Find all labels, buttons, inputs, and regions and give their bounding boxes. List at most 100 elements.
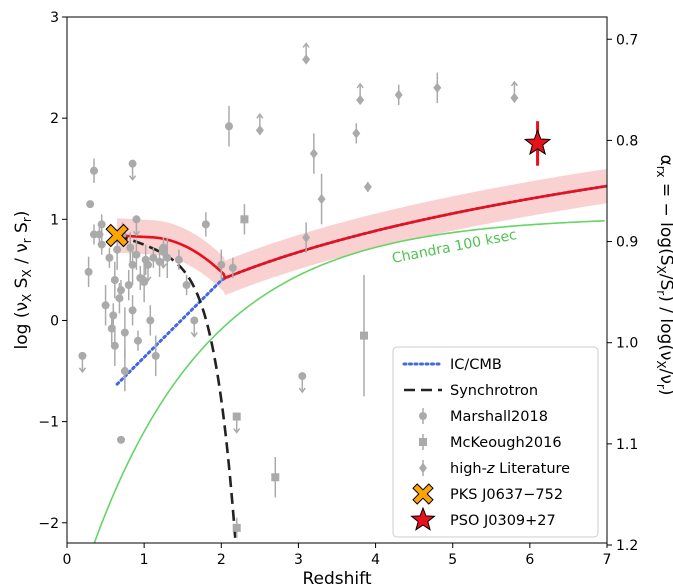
- circle-point: [117, 286, 125, 295]
- data-points: [78, 42, 519, 538]
- limit-arrowhead: [302, 42, 310, 48]
- legend-item: IC/CMB: [402, 357, 502, 373]
- legend-swatch: [412, 483, 434, 505]
- circle-point: [120, 367, 129, 376]
- x-tick-label: 6: [525, 552, 534, 568]
- circle-point: [155, 257, 164, 266]
- legend-box: [392, 346, 599, 538]
- circle-point: [128, 260, 137, 269]
- legend: IC/CMB Synchrotron Marshall2018 McKeough201…: [392, 346, 599, 538]
- plot-frame: [66, 16, 608, 544]
- legend-item: PKS J0637−752: [412, 483, 563, 505]
- y-tick-label: −2: [38, 516, 59, 532]
- legend-label: Marshall2018: [450, 409, 548, 425]
- y2-axis-label: αrx = − log(SX/Sr) / log(νX/νr): [654, 155, 673, 396]
- circle-point: [201, 220, 210, 229]
- y-axis-label: log (νX SX / νr Sr): [12, 211, 34, 350]
- square-point: [271, 473, 280, 482]
- circle-point: [190, 316, 199, 325]
- pks-marker: [105, 223, 129, 248]
- synchrotron-curve: [116, 234, 237, 543]
- y-tick-label: 3: [50, 10, 59, 26]
- circle-point: [144, 260, 152, 269]
- limit-arrowhead: [510, 80, 519, 87]
- y2-tick-label: 1.0: [616, 336, 638, 352]
- legend-swatch: [410, 506, 436, 531]
- diamond-point: [363, 181, 372, 193]
- circle-point: [228, 263, 237, 272]
- square-point: [232, 412, 241, 421]
- circle-point: [105, 253, 114, 262]
- legend-label: PKS J0637−752: [450, 487, 563, 503]
- circle-point: [78, 351, 87, 360]
- y-tick-label: 1: [50, 212, 59, 228]
- legend-label: high-z Literature: [450, 461, 570, 477]
- limit-arrowhead: [256, 113, 264, 119]
- limit-arrowhead: [144, 276, 152, 283]
- circle-point: [128, 306, 137, 315]
- circle-point: [174, 255, 183, 264]
- model-curve: [117, 184, 607, 280]
- y2-axis-ticks: 0.7 0.8 0.9 1.0 1.1 1.2: [607, 32, 638, 554]
- circle-point: [217, 260, 226, 269]
- limit-arrowhead: [190, 332, 198, 338]
- limit-arrowhead: [128, 175, 137, 181]
- legend-item: Marshall2018: [419, 408, 548, 425]
- circle-point: [163, 253, 172, 262]
- limit-arrowhead: [233, 428, 241, 434]
- legend-item: high-z Literature: [419, 460, 570, 477]
- chandra-limit-curve: [93, 220, 605, 543]
- model-band: [117, 168, 607, 296]
- legend-item: McKeough2016: [419, 434, 562, 451]
- circle-point: [151, 351, 160, 360]
- diamond-point: [302, 54, 311, 65]
- x-tick-label: 7: [603, 552, 612, 568]
- diamond-point: [510, 92, 519, 104]
- legend-swatch: [419, 412, 427, 420]
- circle-point: [90, 166, 98, 175]
- x-tick-label: 1: [140, 552, 149, 568]
- highlighted-sources: [105, 121, 552, 248]
- circle-point: [124, 281, 133, 290]
- diamond-point: [352, 128, 361, 139]
- circle-point: [159, 247, 168, 256]
- y2-tick-label: 0.7: [616, 32, 638, 48]
- x-tick-label: 0: [63, 552, 72, 568]
- x-tick-label: 4: [371, 552, 380, 568]
- y2-tick-label: 1.2: [616, 538, 638, 554]
- diamond-point: [255, 125, 264, 136]
- legend-item: PSO J0309+27: [410, 506, 556, 531]
- y-axis-ticks: −2 −1 0 1 2 3: [38, 10, 67, 532]
- circle-point: [109, 311, 118, 320]
- y-tick-label: 2: [50, 111, 59, 127]
- x-tick-label: 2: [217, 552, 226, 568]
- diamond-point: [356, 94, 365, 106]
- y2-tick-label: 1.1: [616, 437, 638, 453]
- circle-point: [225, 122, 233, 131]
- legend-swatch: [419, 462, 427, 474]
- circle-point: [182, 281, 191, 290]
- circle-point: [117, 435, 125, 444]
- circle-point: [110, 341, 119, 350]
- legend-label: IC/CMB: [450, 357, 502, 373]
- diamond-point: [433, 82, 442, 94]
- limit-arrowhead: [132, 230, 141, 237]
- y2-tick-label: 0.9: [616, 235, 638, 251]
- limit-arrowhead: [298, 387, 306, 394]
- legend-swatch: [419, 438, 427, 446]
- circle-point: [115, 294, 124, 303]
- x-axis-ticks: 0 1 2 3 4 5 6 7: [63, 543, 612, 568]
- model-uncertainty-band: [117, 168, 607, 296]
- limit-arrowhead: [159, 263, 168, 269]
- circle-point: [84, 267, 93, 276]
- circle-point: [113, 245, 122, 254]
- legend-label: Synchrotron: [450, 383, 538, 399]
- legend-label: McKeough2016: [450, 435, 562, 451]
- square-point: [360, 331, 368, 340]
- circle-point: [97, 240, 106, 249]
- circle-point: [140, 278, 149, 287]
- diamond-point: [309, 148, 318, 159]
- y-tick-label: −1: [38, 415, 59, 431]
- circle-point: [110, 276, 119, 284]
